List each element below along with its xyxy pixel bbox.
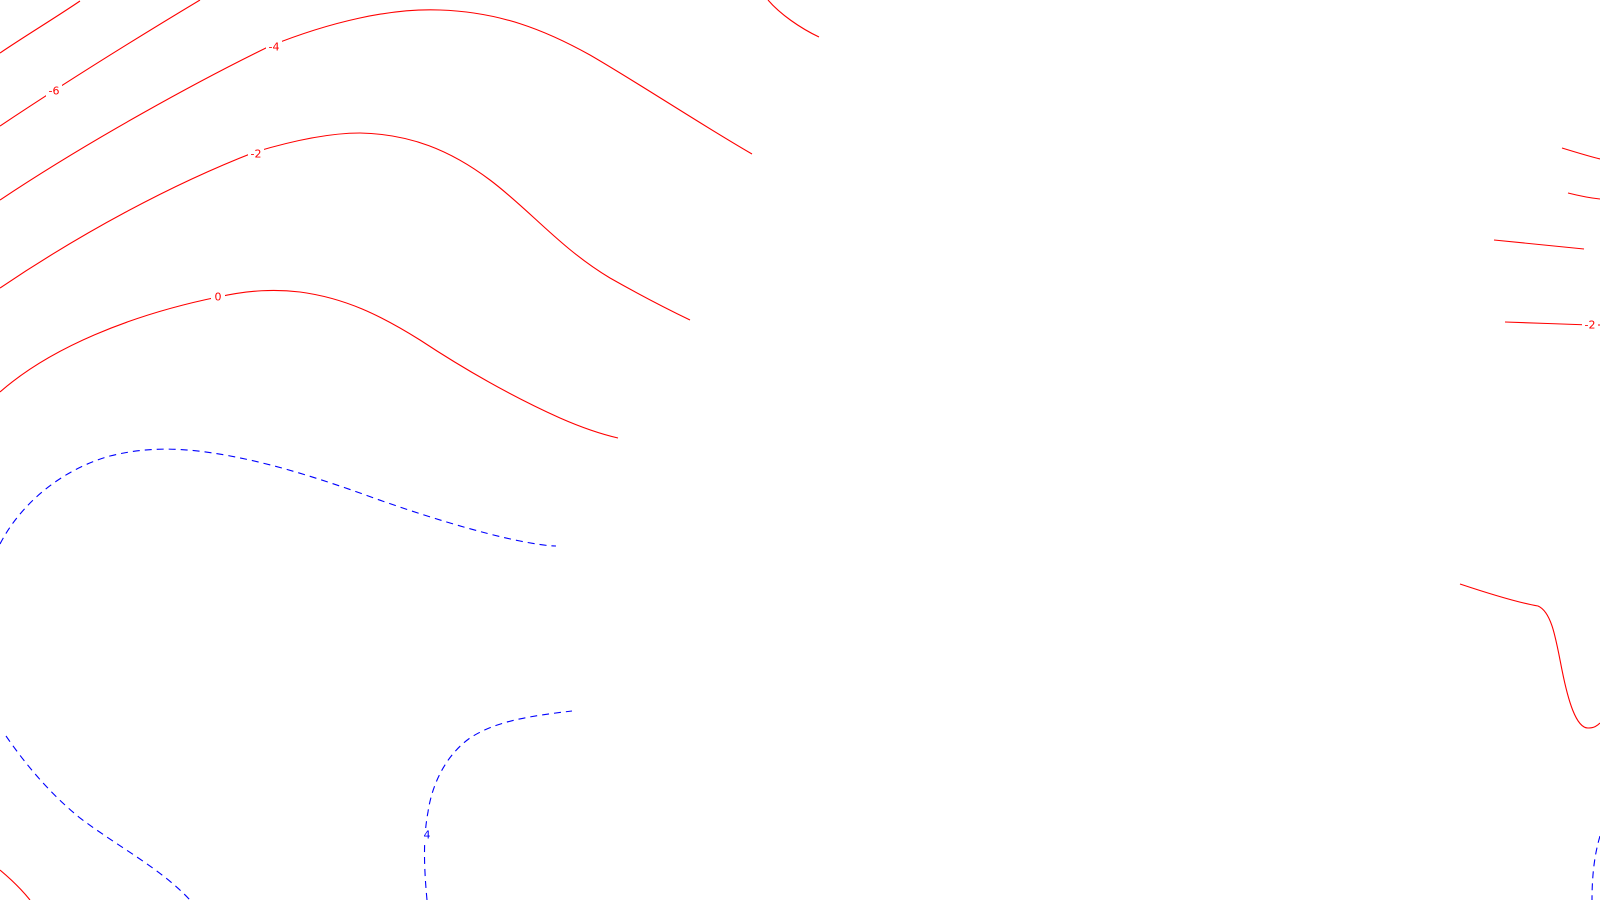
contour-line-positive bbox=[1591, 835, 1600, 900]
svg-text:4: 4 bbox=[424, 829, 431, 842]
contour-line-positive-4 bbox=[423, 710, 573, 900]
svg-text:-2: -2 bbox=[1585, 319, 1596, 332]
svg-text:-6: -6 bbox=[49, 85, 60, 98]
contour-line-positive bbox=[0, 448, 557, 547]
contour-line-minus-6 bbox=[0, 0, 201, 127]
contour-label-minus-4: -4 bbox=[266, 40, 282, 54]
contour-line bbox=[1561, 147, 1600, 160]
contour-line bbox=[0, 0, 81, 54]
contour-line-minus-2 bbox=[0, 132, 691, 321]
contour-label-minus-6: -6 bbox=[46, 84, 62, 98]
svg-text:0: 0 bbox=[215, 291, 222, 304]
contour-line bbox=[1459, 583, 1600, 729]
svg-text:-4: -4 bbox=[269, 41, 280, 54]
contour-label-positive-4: 4 bbox=[421, 828, 433, 842]
contour-line-minus-4 bbox=[0, 9, 753, 201]
contour-label-minus-2-right: -2 bbox=[1582, 318, 1598, 332]
contour-line bbox=[1567, 192, 1600, 200]
contour-label-minus-2: -2 bbox=[248, 147, 264, 161]
svg-text:-2: -2 bbox=[251, 148, 262, 161]
contour-label-zero: 0 bbox=[211, 290, 225, 304]
contour-line-zero bbox=[0, 289, 619, 439]
contour-line-positive bbox=[5, 735, 191, 900]
contour-line bbox=[767, 0, 820, 38]
contour-line bbox=[1493, 239, 1585, 250]
contour-line bbox=[0, 869, 31, 900]
